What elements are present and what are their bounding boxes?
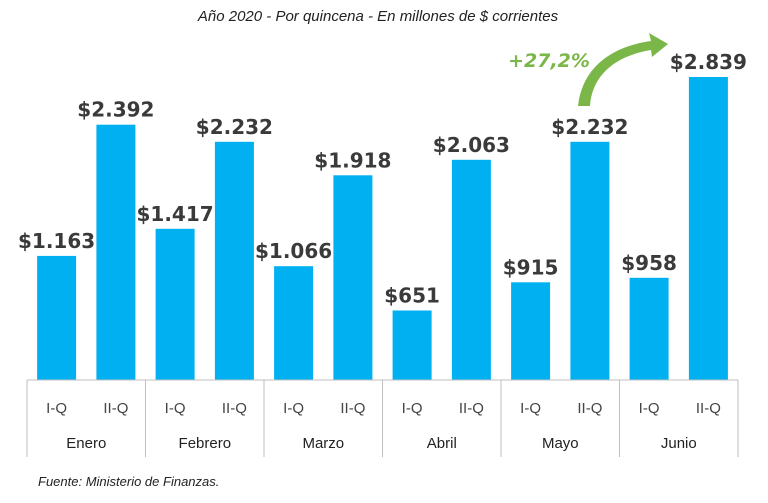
growth-arrow-icon [578,33,668,106]
value-label: $915 [503,255,559,279]
bar-febrero-i-q [155,228,195,380]
bar-marzo-ii-q [333,175,373,380]
bar-junio-i-q [629,277,669,380]
bar-mayo-i-q [511,282,551,380]
value-label: $2.232 [551,115,628,139]
tick-label-i-q: I-Q [520,400,541,417]
bars-group [37,77,728,380]
tick-label-ii-q: II-Q [340,400,365,417]
value-label: $651 [384,284,440,308]
value-label: $2.232 [196,115,273,139]
source-note: Fuente: Ministerio de Finanzas. [38,474,219,489]
category-axis: I-Q II-Q Enero I-Q II-Q Febrero I-Q II-Q Marzo I-… [26,379,739,457]
growth-annotation: +27,2% [508,33,668,106]
value-labels-group: $1.163 $2.392 $1.417 $2.232 $1.066 $1.918 $651… [18,50,747,308]
month-label-marzo: Marzo [302,435,344,452]
value-label: $1.417 [137,202,214,226]
bar-marzo-i-q [274,266,314,380]
value-label: $958 [621,251,677,275]
value-label: $2.392 [77,98,154,122]
month-label-mayo: Mayo [542,435,579,452]
tick-label-i-q: I-Q [46,400,67,417]
bar-mayo-ii-q [570,141,610,380]
growth-label: +27,2% [508,50,590,72]
bar-febrero-ii-q [214,141,254,380]
value-label: $2.839 [670,50,747,74]
value-label: $2.063 [433,133,510,157]
tick-label-ii-q: II-Q [222,400,247,417]
value-label: $1.066 [255,239,332,263]
bar-abril-ii-q [451,159,491,380]
tick-label-i-q: I-Q [639,400,660,417]
tick-label-ii-q: II-Q [696,400,721,417]
value-label: $1.163 [18,229,95,253]
value-label: $1.918 [314,148,391,172]
tick-label-ii-q: II-Q [459,400,484,417]
tick-label-i-q: I-Q [283,400,304,417]
bar-enero-i-q [37,255,77,380]
bar-junio-ii-q [688,77,728,380]
bar-abril-i-q [392,310,432,380]
chart-title: Año 2020 - Por quincena - En millones de… [197,8,559,25]
month-label-abril: Abril [427,435,457,452]
tick-label-i-q: I-Q [402,400,423,417]
month-label-junio: Junio [661,435,697,452]
tick-label-i-q: I-Q [165,400,186,417]
month-label-febrero: Febrero [179,435,232,452]
tick-label-ii-q: II-Q [103,400,128,417]
bar-enero-ii-q [96,124,136,380]
tick-label-ii-q: II-Q [577,400,602,417]
month-label-enero: Enero [66,435,106,452]
